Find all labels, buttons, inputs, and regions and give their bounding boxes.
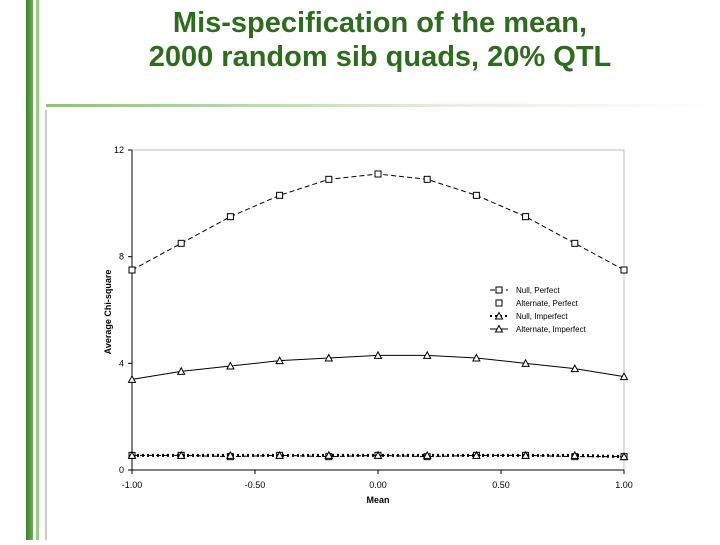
y-tick-label: 12 bbox=[114, 145, 124, 155]
title-divider bbox=[46, 104, 720, 107]
data-point bbox=[275, 356, 284, 365]
slide-accent-bar bbox=[26, 0, 33, 540]
data-point bbox=[619, 372, 629, 381]
slide-title-line-1: Mis-specification of the mean, bbox=[172, 7, 588, 39]
data-point bbox=[472, 191, 480, 199]
data-point bbox=[226, 450, 235, 459]
slide-accent-stripe bbox=[36, 0, 39, 540]
data-point bbox=[620, 266, 628, 274]
legend-marker bbox=[495, 286, 503, 294]
data-point bbox=[570, 450, 580, 459]
slide-title-line-2: 2000 random sib quads, 20% QTL bbox=[148, 41, 612, 73]
data-point bbox=[177, 239, 185, 247]
legend-marker bbox=[495, 299, 503, 307]
x-axis-title: Mean bbox=[366, 495, 389, 505]
legend-marker bbox=[494, 324, 504, 333]
data-point bbox=[422, 450, 432, 459]
data-point bbox=[176, 450, 186, 459]
y-tick-label: 4 bbox=[119, 358, 124, 368]
slide-title: Mis-specification of the mean, 2000 rand… bbox=[40, 6, 720, 74]
data-point bbox=[325, 175, 333, 183]
data-point bbox=[423, 175, 431, 183]
data-point bbox=[472, 450, 481, 459]
x-tick-label: -0.50 bbox=[245, 480, 266, 490]
data-point bbox=[422, 350, 432, 359]
data-point bbox=[374, 170, 382, 178]
data-point bbox=[276, 191, 284, 199]
data-point bbox=[521, 450, 530, 459]
series-line-1 bbox=[131, 173, 625, 271]
data-point bbox=[373, 350, 383, 359]
data-point bbox=[226, 213, 234, 221]
data-point bbox=[324, 450, 334, 459]
data-point bbox=[619, 452, 629, 461]
data-point bbox=[373, 450, 383, 459]
x-tick-label: 0.00 bbox=[369, 480, 387, 490]
legend-label: Null, Imperfect bbox=[516, 312, 568, 321]
data-point bbox=[324, 353, 334, 362]
data-point bbox=[522, 213, 530, 221]
legend-label: Alternate, Perfect bbox=[516, 299, 579, 308]
y-tick-label: 0 bbox=[119, 465, 124, 475]
data-point bbox=[226, 361, 235, 370]
data-point bbox=[275, 450, 284, 459]
legend-label: Null, Perfect bbox=[516, 286, 560, 295]
data-point bbox=[570, 364, 580, 373]
series-line-3 bbox=[131, 354, 625, 380]
data-point bbox=[127, 450, 137, 459]
y-tick-label: 8 bbox=[119, 252, 124, 262]
data-point bbox=[127, 374, 137, 383]
y-axis-title: Average Chi-square bbox=[103, 270, 113, 355]
x-tick-label: -1.00 bbox=[122, 480, 143, 490]
x-tick-label: 0.50 bbox=[492, 480, 510, 490]
legend-marker bbox=[494, 311, 504, 320]
plot-area bbox=[131, 149, 625, 471]
data-point bbox=[571, 239, 579, 247]
data-point bbox=[176, 366, 186, 375]
x-tick-label: 1.00 bbox=[615, 480, 633, 490]
data-point bbox=[521, 358, 530, 367]
data-point bbox=[128, 266, 136, 274]
data-point bbox=[472, 353, 481, 362]
legend-label: Alternate, Imperfect bbox=[516, 325, 587, 334]
